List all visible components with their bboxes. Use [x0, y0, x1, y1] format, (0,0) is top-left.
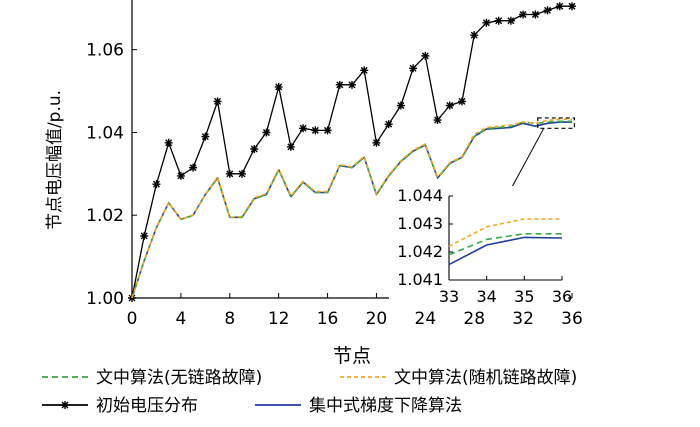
- series-point: [531, 10, 540, 19]
- series-point: [323, 126, 332, 135]
- main-ticks: 0 4 8 12 16 20 24 28 32 36 1.00 1.02 1.04 1.06: [86, 41, 583, 329]
- y-tick-label: 1.04: [86, 123, 124, 143]
- series-point: [519, 10, 528, 19]
- series-line-1: [131, 118, 572, 299]
- series-point: [445, 101, 454, 110]
- inset-y-tick-label: 1.044: [397, 186, 443, 205]
- legend-label-0: 文中算法(无链路故障): [96, 368, 262, 388]
- x-tick-label: 20: [366, 309, 388, 329]
- x-tick-label: 12: [268, 309, 290, 329]
- series-point: [201, 132, 210, 141]
- x-tick-label: 4: [175, 309, 186, 329]
- x-tick-label: 32: [512, 309, 534, 329]
- series-point: [164, 138, 173, 147]
- legend-marker: [61, 401, 69, 409]
- y-axis-label: 节点电压幅值/p.u.: [45, 90, 65, 230]
- inset-series-line-0: [448, 233, 562, 256]
- series-point: [238, 169, 246, 178]
- x-tick-label: 28: [463, 309, 485, 329]
- inset-y-tick-label: 1.041: [397, 270, 443, 289]
- inset-x-tick-label: 36: [552, 287, 572, 306]
- series-point: [262, 128, 271, 137]
- series-point: [213, 97, 222, 106]
- inset-series-line-2: [448, 236, 563, 266]
- inset-background: [389, 186, 568, 306]
- series-point: [396, 101, 405, 110]
- inset-x-tick-label: 35: [514, 287, 534, 306]
- main-series: [128, 2, 576, 302]
- series-point: [189, 163, 198, 172]
- series-point: [299, 124, 308, 133]
- series-point: [286, 142, 295, 151]
- zoom-pointer: [511, 128, 545, 188]
- inset-series-line-1: [448, 218, 562, 248]
- series-point: [140, 231, 149, 240]
- series-point: [384, 120, 393, 129]
- series-point: [543, 6, 552, 15]
- legend-label-2: 初始电压分布: [96, 396, 198, 416]
- inset-chart: 33 34 35 36 1.041 1.042 1.043 1.044: [389, 186, 572, 306]
- series-point: [421, 51, 430, 60]
- series-point: [555, 2, 564, 11]
- series-point: [372, 138, 381, 147]
- series-point: [568, 2, 576, 11]
- inset-x-tick-label: 34: [476, 287, 496, 306]
- y-tick-label: 1.00: [86, 289, 124, 309]
- series-point: [348, 80, 356, 89]
- inset-x-tick-label: 33: [439, 287, 459, 306]
- series-point: [433, 116, 442, 125]
- series-point: [152, 180, 161, 189]
- series-point: [494, 16, 503, 25]
- x-tick-label: 24: [415, 309, 437, 329]
- legend: 文中算法(无链路故障) 文中算法(随机链路故障) 初始电压分布 集中式梯度下降算法: [42, 368, 577, 416]
- series-point: [311, 126, 320, 135]
- inset-y-tick-label: 1.043: [397, 214, 443, 233]
- zoom-box: [537, 117, 576, 129]
- x-tick-label: 0: [127, 309, 138, 329]
- series-point: [458, 97, 466, 106]
- x-axis-label: 节点: [333, 345, 371, 367]
- y-tick-label: 1.02: [86, 206, 124, 226]
- series-point: [225, 169, 234, 178]
- y-tick-label: 1.06: [86, 41, 124, 61]
- series-point: [470, 31, 479, 40]
- series-point: [335, 80, 344, 89]
- series-point: [360, 66, 369, 75]
- series-point: [409, 64, 418, 73]
- series-point: [482, 18, 491, 27]
- x-tick-label: 36: [561, 309, 583, 329]
- series-point: [176, 171, 185, 180]
- x-tick-label: 8: [224, 309, 235, 329]
- series-line-0: [131, 120, 572, 299]
- series-point: [274, 82, 283, 91]
- x-tick-label: 16: [317, 309, 339, 329]
- zoom-indicator: [511, 117, 576, 188]
- legend-label-1: 文中算法(随机链路故障): [394, 368, 577, 388]
- series-point: [250, 145, 259, 153]
- inset-y-tick-label: 1.042: [397, 242, 443, 261]
- series-point: [506, 16, 515, 25]
- legend-label-3: 集中式梯度下降算法: [309, 396, 462, 416]
